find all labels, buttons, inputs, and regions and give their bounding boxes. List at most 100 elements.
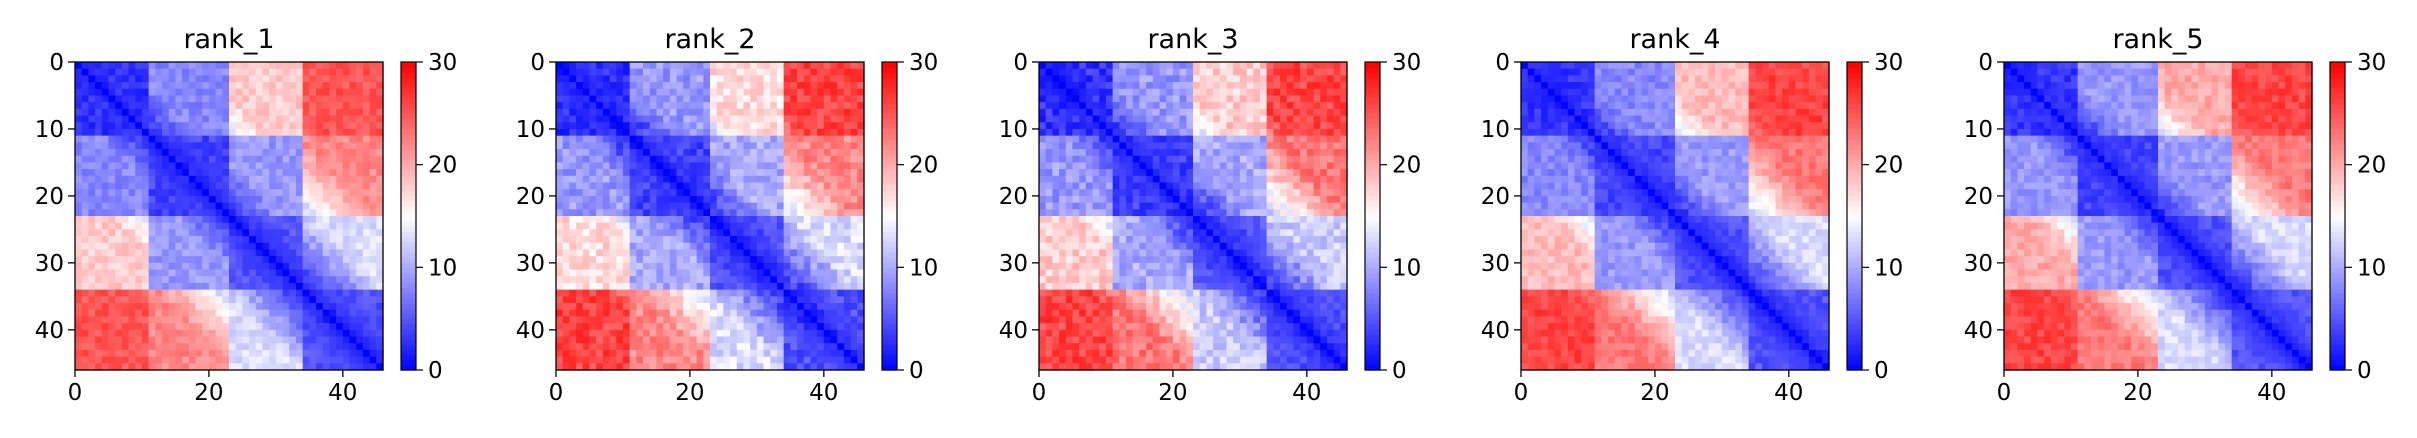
heatmap-cell bbox=[81, 88, 89, 97]
heatmap-cell bbox=[95, 289, 103, 297]
heatmap-cell bbox=[148, 289, 156, 297]
heatmap-cell bbox=[723, 343, 731, 351]
heatmap-cell bbox=[803, 135, 812, 143]
heatmap-cell bbox=[716, 282, 724, 291]
heatmap-cell bbox=[1112, 142, 1120, 150]
heatmap-cell bbox=[622, 343, 631, 351]
heatmap-cell bbox=[342, 329, 351, 338]
heatmap-cell bbox=[95, 149, 103, 157]
heatmap-cell bbox=[1112, 62, 1120, 70]
heatmap-cell bbox=[1146, 115, 1154, 123]
heatmap-cell bbox=[1159, 75, 1167, 83]
heatmap-cell bbox=[783, 216, 791, 224]
heatmap-cell bbox=[776, 242, 785, 251]
heatmap-cell bbox=[356, 282, 364, 291]
heatmap-cell bbox=[282, 95, 290, 103]
heatmap-cell bbox=[249, 343, 257, 351]
heatmap-cell bbox=[663, 229, 671, 237]
heatmap-cell bbox=[155, 202, 163, 210]
heatmap-cell bbox=[810, 229, 818, 237]
heatmap-cell bbox=[202, 202, 210, 210]
heatmap-cell bbox=[616, 135, 624, 143]
heatmap-cell bbox=[175, 102, 183, 110]
heatmap-cell bbox=[208, 216, 217, 224]
heatmap-cell bbox=[556, 262, 564, 271]
heatmap-cell bbox=[1126, 108, 1134, 117]
heatmap-cell bbox=[857, 309, 865, 318]
colorbar-segment bbox=[882, 67, 897, 73]
heatmap-cell bbox=[188, 249, 197, 257]
heatmap-cell bbox=[776, 316, 785, 324]
heatmap-cell bbox=[843, 68, 852, 76]
heatmap-cell bbox=[596, 182, 604, 190]
heatmap-cell bbox=[649, 102, 658, 110]
heatmap-cell bbox=[1039, 128, 1047, 137]
heatmap-cell bbox=[269, 216, 277, 224]
heatmap-cell bbox=[1072, 62, 1080, 70]
heatmap-cell bbox=[589, 102, 597, 110]
heatmap-cell bbox=[1293, 115, 1301, 123]
heatmap-cell bbox=[81, 303, 89, 311]
heatmap-cell bbox=[663, 216, 671, 224]
colorbar-segment bbox=[401, 313, 416, 320]
heatmap-cell bbox=[790, 356, 798, 364]
heatmap-cell bbox=[342, 236, 351, 244]
heatmap-cell bbox=[369, 162, 377, 170]
heatmap-cell bbox=[295, 222, 304, 230]
heatmap-cell bbox=[195, 149, 203, 157]
heatmap-cell bbox=[235, 189, 243, 197]
heatmap-cell bbox=[369, 108, 377, 117]
heatmap-cell bbox=[669, 282, 678, 291]
heatmap-cell bbox=[108, 222, 116, 230]
heatmap-cell bbox=[282, 282, 290, 291]
heatmap-cell bbox=[669, 289, 678, 297]
heatmap-cell bbox=[736, 269, 745, 277]
heatmap-cell bbox=[1085, 142, 1094, 150]
heatmap-cell bbox=[609, 249, 617, 257]
heatmap-cell bbox=[622, 249, 631, 257]
heatmap-cell bbox=[569, 155, 577, 164]
heatmap-cell bbox=[830, 209, 838, 217]
heatmap-cell bbox=[269, 236, 277, 244]
heatmap-cell bbox=[195, 189, 203, 197]
heatmap-cell bbox=[1159, 95, 1167, 103]
heatmap-cell bbox=[763, 202, 771, 210]
heatmap-cell bbox=[643, 262, 651, 271]
heatmap-cell bbox=[562, 182, 570, 190]
heatmap-cell bbox=[182, 222, 190, 230]
heatmap-cell bbox=[837, 289, 845, 297]
heatmap-cell bbox=[322, 289, 331, 297]
heatmap-cell bbox=[696, 303, 704, 311]
heatmap-cell bbox=[336, 68, 344, 76]
heatmap-cell bbox=[128, 75, 136, 83]
heatmap-cell bbox=[175, 262, 183, 271]
heatmap-cell bbox=[689, 256, 698, 264]
heatmap-cell bbox=[643, 95, 651, 103]
heatmap-cell bbox=[582, 269, 591, 277]
heatmap-cell bbox=[1146, 95, 1154, 103]
heatmap-cell bbox=[730, 149, 738, 157]
heatmap-cell bbox=[576, 262, 584, 271]
heatmap-cell bbox=[643, 149, 651, 157]
heatmap-cell bbox=[830, 336, 838, 344]
heatmap-cell bbox=[95, 316, 103, 324]
heatmap-cell bbox=[803, 155, 812, 164]
heatmap-cell bbox=[188, 75, 197, 83]
heatmap-cell bbox=[817, 182, 825, 190]
heatmap-cell bbox=[582, 282, 591, 291]
heatmap-cell bbox=[596, 128, 604, 137]
heatmap-cell bbox=[830, 155, 838, 164]
heatmap-cell bbox=[763, 68, 771, 76]
heatmap-cell bbox=[215, 262, 223, 271]
heatmap-cell bbox=[175, 296, 183, 304]
heatmap-cell bbox=[1172, 62, 1181, 70]
heatmap-cell bbox=[302, 202, 310, 210]
heatmap-cell bbox=[730, 169, 738, 177]
heatmap-cell bbox=[643, 182, 651, 190]
heatmap-cell bbox=[249, 356, 257, 364]
heatmap-cell bbox=[1059, 62, 1067, 70]
heatmap-cell bbox=[1193, 128, 1201, 137]
heatmap-cell bbox=[349, 155, 357, 164]
heatmap-cell bbox=[188, 336, 197, 344]
